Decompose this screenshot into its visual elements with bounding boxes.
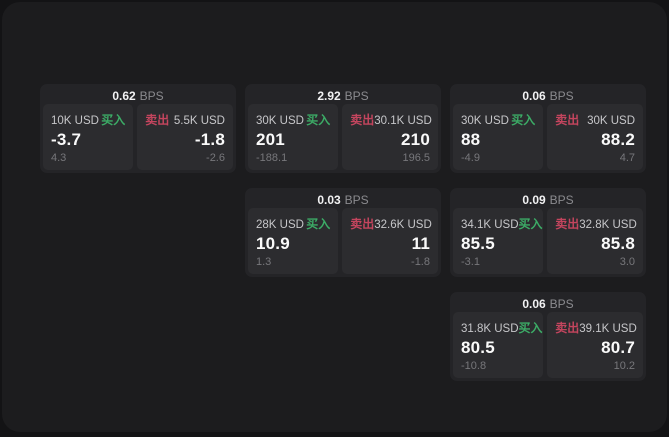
sell-side-label: 卖出: [555, 113, 580, 127]
spread-value: 0.06: [522, 88, 546, 103]
buy-price-value: 201: [256, 130, 285, 149]
buy-price-value: 80.5: [461, 338, 495, 357]
buy-delta-value: -188.1: [256, 152, 288, 164]
spread-value: 0.03: [317, 192, 341, 207]
buy-notional-amount: 31.8K USD: [461, 323, 519, 335]
buy-side-label: 买入: [518, 217, 543, 231]
buy-notional-amount: 28K USD: [256, 219, 304, 231]
buy-price-value: 10.9: [256, 234, 290, 253]
sell-delta-value: 10.2: [613, 360, 635, 372]
sell-panel[interactable]: 卖出 32.6K USD 11 -1.8: [342, 208, 438, 274]
sell-price-value: -1.8: [194, 130, 225, 149]
sell-side-label: 卖出: [350, 217, 375, 231]
buy-price-value: -3.7: [51, 130, 82, 149]
buy-panel[interactable]: 30K USD 买入 201 -188.1: [248, 104, 339, 170]
sell-notional-amount: 5.5K USD: [173, 115, 225, 127]
buy-side-label: 买入: [511, 113, 536, 127]
buy-side-label: 买入: [306, 217, 331, 231]
sell-delta-value: -2.6: [206, 152, 225, 164]
spread-unit-label: BPS: [344, 192, 369, 207]
sell-side-label: 卖出: [555, 217, 580, 231]
spread-value: 0.06: [522, 296, 546, 311]
spread-value: 2.92: [317, 88, 341, 103]
sell-notional-amount: 32.6K USD: [374, 219, 432, 231]
sell-price-value: 85.8: [601, 234, 635, 253]
buy-notional-amount: 30K USD: [256, 115, 304, 127]
buy-delta-value: -3.1: [461, 256, 480, 268]
buy-delta-value: 4.3: [51, 152, 67, 164]
buy-delta-value: 1.3: [256, 256, 272, 268]
buy-panel[interactable]: 34.1K USD 买入 85.5 -3.1: [453, 208, 544, 274]
quote-card[interactable]: 0.06 BPS 31.8K USD 买入 80.5 -10.8 卖: [450, 292, 646, 381]
buy-price-value: 85.5: [461, 234, 495, 253]
buy-notional-amount: 10K USD: [51, 115, 99, 127]
sell-panel[interactable]: 卖出 30.1K USD 210 196.5: [342, 104, 438, 170]
sell-price-value: 11: [411, 234, 430, 253]
spread-unit-label: BPS: [139, 88, 164, 103]
quote-card[interactable]: 0.06 BPS 30K USD 买入 88 -4.9 卖出: [450, 84, 646, 173]
sell-notional-amount: 39.1K USD: [579, 323, 637, 335]
buy-panel[interactable]: 28K USD 买入 10.9 1.3: [248, 208, 339, 274]
spread-unit-label: BPS: [344, 88, 369, 103]
quote-card[interactable]: 2.92 BPS 30K USD 买入 201 -188.1 卖出: [245, 84, 441, 173]
spread-value: 0.09: [522, 192, 546, 207]
sell-price-value: 210: [401, 130, 430, 149]
sell-price-value: 80.7: [601, 338, 635, 357]
quote-card[interactable]: 0.09 BPS 34.1K USD 买入 85.5 -3.1 卖出: [450, 188, 646, 277]
buy-side-label: 买入: [306, 113, 331, 127]
buy-side-label: 买入: [518, 321, 543, 335]
spread-header: 0.06 BPS: [453, 87, 643, 104]
sell-delta-value: 3.0: [619, 256, 635, 268]
buy-notional-amount: 34.1K USD: [461, 219, 519, 231]
buy-panel[interactable]: 10K USD 买入 -3.7 4.3: [43, 104, 134, 170]
sell-panel[interactable]: 卖出 5.5K USD -1.8 -2.6: [137, 104, 233, 170]
buy-price-value: 88: [461, 130, 481, 149]
sell-notional-amount: 32.8K USD: [579, 219, 637, 231]
sell-notional-amount: 30.1K USD: [374, 115, 432, 127]
sell-panel[interactable]: 卖出 32.8K USD 85.8 3.0: [547, 208, 643, 274]
quote-card-grid: 0.62 BPS 10K USD 买入 -3.7 4.3 卖出: [40, 84, 646, 381]
sell-delta-value: 196.5: [402, 152, 430, 164]
sell-delta-value: -1.8: [411, 256, 430, 268]
sell-side-label: 卖出: [555, 321, 580, 335]
quote-card[interactable]: 0.03 BPS 28K USD 买入 10.9 1.3 卖出: [245, 188, 441, 277]
spread-unit-label: BPS: [549, 192, 574, 207]
spread-header: 0.06 BPS: [453, 295, 643, 312]
sell-delta-value: 4.7: [619, 152, 635, 164]
sell-price-value: 88.2: [601, 130, 635, 149]
spread-header: 0.62 BPS: [43, 87, 233, 104]
quote-card[interactable]: 0.62 BPS 10K USD 买入 -3.7 4.3 卖出: [40, 84, 236, 173]
spread-value: 0.62: [112, 88, 136, 103]
sell-side-label: 卖出: [350, 113, 375, 127]
buy-delta-value: -10.8: [461, 360, 487, 372]
buy-side-label: 买入: [101, 113, 126, 127]
buy-panel[interactable]: 30K USD 买入 88 -4.9: [453, 104, 544, 170]
spread-header: 0.09 BPS: [453, 191, 643, 208]
sell-side-label: 卖出: [145, 113, 170, 127]
buy-delta-value: -4.9: [461, 152, 480, 164]
spread-header: 0.03 BPS: [248, 191, 438, 208]
spread-unit-label: BPS: [549, 88, 574, 103]
sell-panel[interactable]: 卖出 30K USD 88.2 4.7: [547, 104, 643, 170]
buy-panel[interactable]: 31.8K USD 买入 80.5 -10.8: [453, 312, 544, 378]
buy-notional-amount: 30K USD: [461, 115, 509, 127]
sell-panel[interactable]: 卖出 39.1K USD 80.7 10.2: [547, 312, 643, 378]
spread-unit-label: BPS: [549, 296, 574, 311]
app-window: 0.62 BPS 10K USD 买入 -3.7 4.3 卖出: [2, 2, 667, 432]
sell-notional-amount: 30K USD: [587, 115, 635, 127]
spread-header: 2.92 BPS: [248, 87, 438, 104]
